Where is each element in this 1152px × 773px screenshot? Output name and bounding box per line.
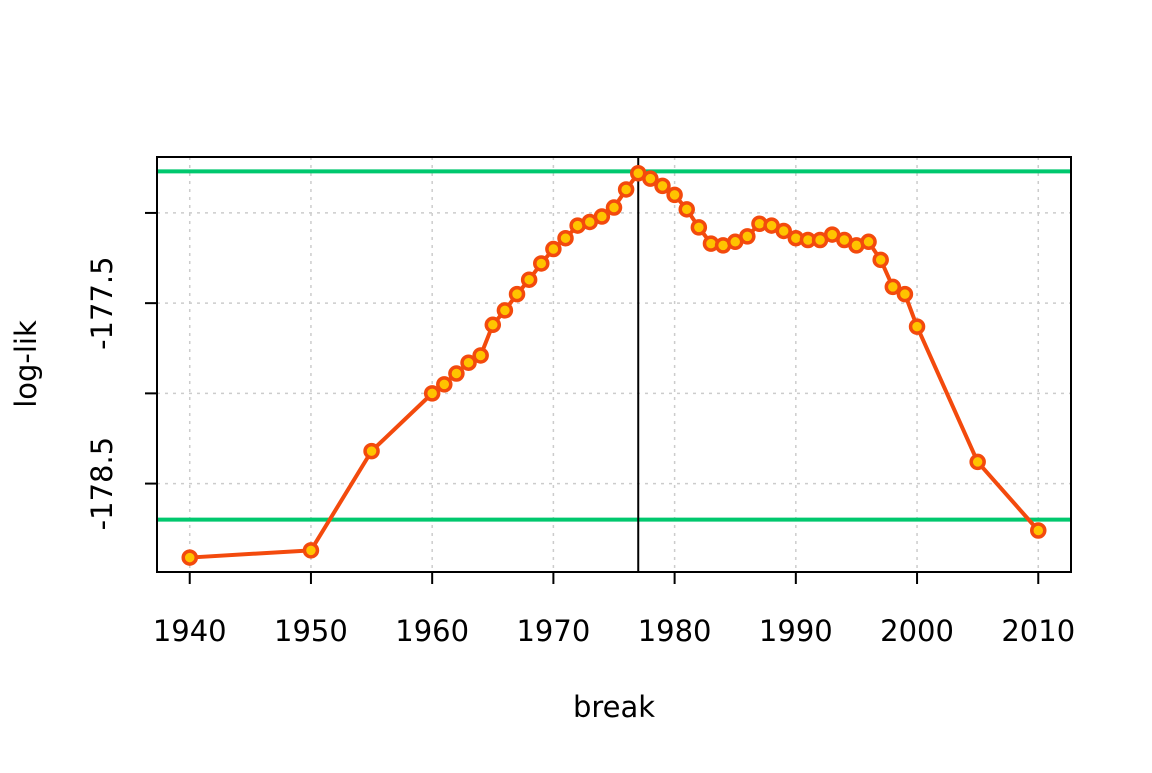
data-point xyxy=(908,318,926,335)
data-point xyxy=(775,222,792,240)
data-point xyxy=(496,302,514,319)
data-point xyxy=(642,170,659,187)
reference-lines xyxy=(157,157,1071,572)
x-axis-title: break xyxy=(573,690,655,724)
data-point xyxy=(969,453,986,471)
data-point xyxy=(896,285,914,303)
data-point xyxy=(181,549,198,566)
data-point xyxy=(508,285,526,303)
data-point xyxy=(860,233,877,251)
data-point xyxy=(545,240,562,258)
data-point xyxy=(472,347,489,364)
series-line xyxy=(189,171,1040,560)
data-point xyxy=(739,228,756,245)
data-point xyxy=(302,542,320,559)
data-point xyxy=(593,208,611,225)
y-axis: -177.5 -178.5 xyxy=(85,211,158,530)
data-point xyxy=(363,442,380,460)
data-point xyxy=(617,181,635,198)
data-point xyxy=(448,365,465,382)
x-axis: 1940 1950 1960 1970 1980 1990 2000 2010 xyxy=(153,571,1075,648)
series-layer xyxy=(181,164,1047,566)
data-point xyxy=(654,177,671,195)
y-tick-label: -177.5 xyxy=(85,256,119,350)
data-point xyxy=(533,255,550,272)
data-point xyxy=(678,201,695,218)
data-point xyxy=(884,278,902,296)
data-point xyxy=(1030,522,1047,539)
data-point xyxy=(460,354,477,371)
data-point xyxy=(666,186,683,204)
x-tick-label: 1970 xyxy=(516,614,590,648)
x-tick-label: 1950 xyxy=(274,614,348,648)
x-tick-label: 2000 xyxy=(880,614,954,648)
data-point xyxy=(484,316,502,334)
data-point xyxy=(690,219,708,236)
x-tick-label: 2010 xyxy=(1001,614,1075,648)
x-tick-label: 1960 xyxy=(395,614,469,648)
y-tick-label: -178.5 xyxy=(85,437,119,530)
data-point xyxy=(557,229,574,247)
x-tick-label: 1980 xyxy=(638,614,712,648)
y-axis-title: log-lik xyxy=(9,320,43,408)
data-point xyxy=(423,385,441,402)
data-point xyxy=(436,376,453,393)
x-tick-label: 1990 xyxy=(759,614,833,648)
data-point xyxy=(520,271,538,288)
data-point xyxy=(872,251,889,269)
x-tick-label: 1940 xyxy=(153,614,227,648)
data-point xyxy=(605,199,623,216)
